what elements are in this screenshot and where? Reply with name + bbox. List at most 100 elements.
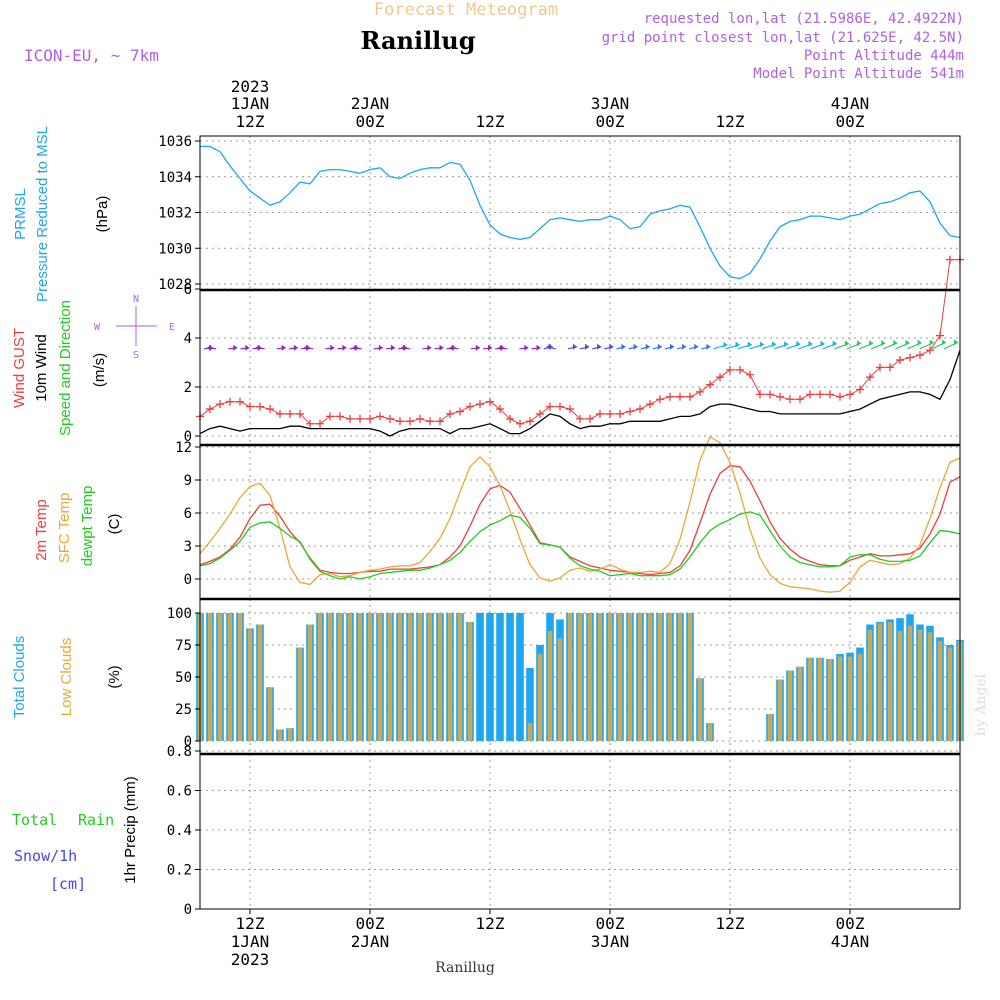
location-title: Ranillug (360, 26, 475, 55)
bottom-time-label: 4JAN (831, 932, 870, 951)
gridpoint-coords: grid point closest lon,lat (21.625E, 42.… (602, 30, 964, 46)
low-cloud-bar (907, 625, 913, 741)
top-time-label: 00Z (356, 112, 385, 131)
y-tick-label: 0 (184, 572, 192, 588)
bottom-time-label: 12Z (476, 914, 505, 933)
low-cloud-bar (697, 678, 703, 741)
wind-arrow-head (694, 343, 699, 350)
low-cloud-bar (387, 613, 393, 741)
gust-marker (246, 402, 254, 411)
top-time-label: 1JAN (231, 94, 270, 113)
low-cloud-bar (327, 613, 333, 741)
low-cloud-bar (777, 679, 783, 741)
low-cloud-bar (637, 613, 643, 741)
wind-arrow-head (352, 344, 357, 351)
low-cloud-bar (817, 657, 823, 741)
wind-arrow-head (304, 344, 309, 351)
y-tick-label: 25 (175, 702, 192, 718)
low-cloud-bar (827, 659, 833, 741)
low-cloud-bar (447, 613, 453, 741)
gust-marker (476, 400, 484, 409)
compass-rose: N S W E (94, 294, 175, 361)
gust-marker (616, 409, 624, 418)
t2m-label: 2m Temp (33, 499, 50, 560)
gust-marker (606, 409, 614, 418)
bottom-time-label: 00Z (356, 914, 385, 933)
wind-arrow-head (207, 344, 212, 351)
low-cloud-bar (597, 613, 603, 741)
wind-arrow-head (645, 343, 650, 350)
wind-arrow-head (881, 340, 886, 347)
gust-marker (786, 395, 794, 404)
wind-arrow-head (401, 344, 406, 351)
gust-marker (266, 405, 274, 414)
bottom-time-label: 2023 (231, 950, 270, 969)
low-cloud-bar (227, 613, 233, 741)
gust-marker (386, 414, 394, 423)
gust-marker (356, 414, 364, 423)
wind-arrow-head (609, 343, 614, 350)
gust-marker (346, 414, 354, 423)
gust-marker (216, 400, 224, 409)
gust-marker (466, 402, 474, 411)
y-tick-label: 0.8 (167, 744, 192, 760)
gust-marker (546, 402, 554, 411)
low-cloud-bar (937, 641, 943, 741)
low-cloud-bar (217, 613, 223, 741)
low-cloud-bar (807, 657, 813, 741)
low-cloud-bar (797, 666, 803, 741)
gust-marker (726, 365, 734, 374)
panel-frame (199, 753, 961, 910)
low-cloud-bar (357, 613, 363, 741)
low-cloud-bar (647, 613, 653, 741)
y-tick-label: 0 (184, 902, 192, 918)
gust-marker (306, 419, 314, 428)
gust-marker (576, 414, 584, 423)
gust-marker (626, 407, 634, 416)
low-cloud-bar (547, 630, 553, 741)
gust-marker (506, 414, 514, 423)
y-tick-label: 6 (184, 506, 192, 522)
cm-label: [cm] (50, 875, 86, 893)
y-tick-label: 0 (184, 734, 192, 750)
gust-marker (296, 409, 304, 418)
low-cloud-bar (657, 613, 663, 741)
y-tick-label: 0.2 (167, 863, 192, 879)
low-cloud-bar (627, 613, 633, 741)
sfc-label: SFC Temp (56, 493, 73, 564)
low-cloud-bar (427, 613, 433, 741)
cloud-labels: Total Clouds Low Clouds (%) (11, 636, 123, 719)
low-cloud-bar (787, 670, 793, 741)
gust-marker (686, 392, 694, 401)
dewpoint-line (199, 511, 961, 580)
gust-marker (836, 392, 844, 401)
wind-arrow-head (342, 344, 347, 351)
gust-marker (636, 405, 644, 414)
gust-marker (496, 405, 504, 414)
low-cloud-bar (467, 621, 473, 741)
gust-marker (746, 370, 754, 379)
low-cloud-bar (887, 621, 893, 741)
wind-arrow-head (747, 341, 752, 348)
model-label: ICON-EU, ~ 7km (24, 46, 159, 65)
wind-arrow-head (378, 344, 383, 351)
low-cloud-bar (397, 613, 403, 741)
wind-label: 10m Wind (33, 334, 50, 402)
wind-arrow-head (330, 344, 335, 351)
wind-arrow-head (772, 341, 777, 348)
wind-arrow-head (784, 341, 789, 348)
wind-arrow-head (682, 343, 687, 350)
wind-arrow-head (735, 341, 740, 348)
gust-marker (776, 392, 784, 401)
total-cloud-bar (496, 613, 504, 741)
wind-arrow-head (546, 343, 551, 350)
wind-arrow-head (572, 343, 577, 350)
low-cloud-bar (607, 613, 613, 741)
gust-marker (756, 390, 764, 399)
low-cloud-bar (687, 613, 693, 741)
low-cloud-bar (537, 653, 543, 741)
total-cloud-bar (516, 613, 524, 741)
pressure-labels: PRMSL Pressure Reduced to MSL (hPa) (12, 126, 111, 302)
low-cloud-bar (237, 613, 243, 741)
total-cloud-bar (486, 613, 494, 741)
